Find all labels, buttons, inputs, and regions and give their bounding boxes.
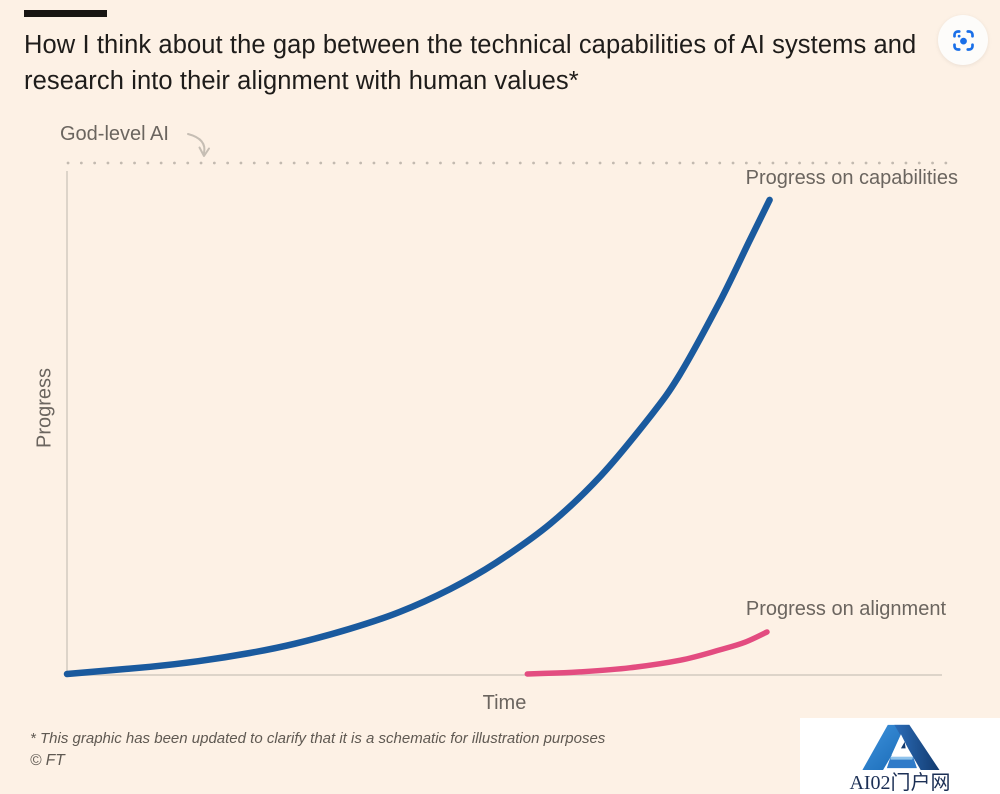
ai02-logo bbox=[853, 721, 947, 772]
scan-button[interactable] bbox=[938, 15, 988, 65]
god-level-arrow bbox=[187, 133, 210, 157]
page-title: How I think about the gap between the te… bbox=[24, 31, 917, 95]
scan-icon bbox=[950, 27, 977, 54]
god-level-label: God-level AI bbox=[60, 123, 169, 145]
y-axis-title: Progress bbox=[33, 367, 56, 449]
kicker-bar bbox=[24, 10, 107, 17]
watermark-text: AI02门户网 bbox=[849, 772, 951, 794]
watermark-box: AI02门户网 bbox=[800, 718, 1000, 794]
x-axis-title: Time bbox=[482, 692, 527, 714]
alignment-curve bbox=[524, 629, 770, 677]
footnote-text: * This graphic has been updated to clari… bbox=[30, 730, 606, 747]
source-credit: © FT bbox=[30, 752, 65, 769]
capabilities-series-label: Progress on capabilities bbox=[745, 167, 958, 189]
alignment-series-label: Progress on alignment bbox=[745, 598, 946, 620]
